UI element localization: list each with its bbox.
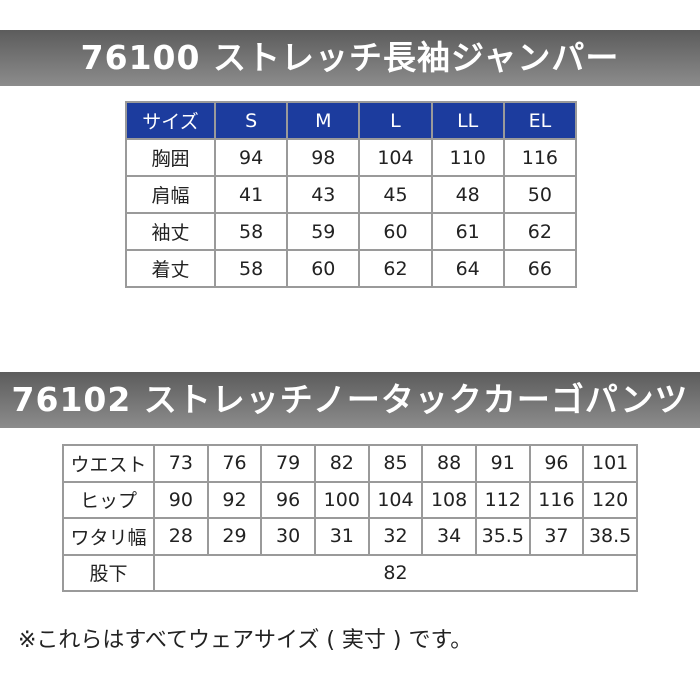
- cell: 76: [206, 444, 263, 483]
- cell: 96: [260, 480, 316, 519]
- cell: 82: [313, 444, 370, 483]
- section-title: 76100 ストレッチ長袖ジャンパー: [0, 30, 700, 86]
- cell: 108: [421, 480, 477, 519]
- cell: 120: [582, 480, 638, 519]
- header-cell: S: [213, 101, 289, 140]
- cell: 104: [358, 138, 433, 177]
- cell: 64: [430, 249, 505, 288]
- cell: 62: [358, 249, 433, 288]
- header-cell: EL: [502, 101, 578, 140]
- cell: 104: [367, 480, 424, 519]
- cell: 41: [213, 175, 289, 214]
- table-row: 肩幅 41 43 45 48 50: [125, 175, 578, 214]
- cell: 112: [474, 480, 531, 519]
- table-row: ヒップ 90 92 96 100 104 108 112 116 120: [62, 480, 638, 519]
- cell: 37: [528, 517, 585, 556]
- cell: 45: [358, 175, 433, 214]
- cell: 88: [421, 444, 477, 483]
- cell: 59: [286, 212, 361, 251]
- cell: 110: [430, 138, 505, 177]
- row-label: 袖丈: [125, 212, 216, 251]
- cell: 29: [206, 517, 263, 556]
- header-row: サイズ S M L LL EL: [125, 101, 578, 140]
- cell: 73: [153, 444, 209, 483]
- size-table: サイズ S M L LL EL 胸囲 94 98 104 110 116 肩幅 41 43 45 48 50 袖丈 5…: [125, 101, 578, 288]
- cell: 85: [367, 444, 424, 483]
- table-row: 股下 82: [62, 553, 638, 592]
- cell: 96: [528, 444, 585, 483]
- cell: 35.5: [474, 517, 531, 556]
- row-label: ウエスト: [62, 444, 155, 483]
- cell: 38.5: [582, 517, 638, 556]
- row-label: ワタリ幅: [62, 517, 155, 556]
- section-title: 76102 ストレッチノータックカーゴパンツ: [0, 372, 700, 428]
- cell: 66: [502, 249, 578, 288]
- size-table: ウエスト 73 76 79 82 85 88 91 96 101 ヒップ 90 92 96 100 104 10…: [62, 444, 638, 592]
- cell: 61: [430, 212, 505, 251]
- cell: 62: [502, 212, 578, 251]
- cell: 34: [421, 517, 477, 556]
- cell: 92: [206, 480, 263, 519]
- row-label: 胸囲: [125, 138, 216, 177]
- cell: 50: [502, 175, 578, 214]
- cell: 58: [213, 212, 289, 251]
- cell: 116: [502, 138, 578, 177]
- cell: 94: [213, 138, 289, 177]
- cell: 43: [286, 175, 361, 214]
- cell: 116: [528, 480, 585, 519]
- cell: 90: [153, 480, 209, 519]
- table-row: 胸囲 94 98 104 110 116: [125, 138, 578, 177]
- cell: 31: [313, 517, 370, 556]
- cell: 60: [358, 212, 433, 251]
- cell: 32: [367, 517, 424, 556]
- cell: 82: [153, 553, 638, 592]
- row-label: 着丈: [125, 249, 216, 288]
- header-cell: L: [358, 101, 433, 140]
- cell: 28: [153, 517, 209, 556]
- cell: 98: [286, 138, 361, 177]
- table-row: ワタリ幅 28 29 30 31 32 34 35.5 37 38.5: [62, 517, 638, 556]
- cell: 30: [260, 517, 316, 556]
- cell: 101: [582, 444, 638, 483]
- cell: 91: [474, 444, 531, 483]
- row-label: 肩幅: [125, 175, 216, 214]
- header-cell: サイズ: [125, 101, 216, 140]
- header-cell: M: [286, 101, 361, 140]
- cell: 60: [286, 249, 361, 288]
- table-row: 着丈 58 60 62 64 66: [125, 249, 578, 288]
- cell: 79: [260, 444, 316, 483]
- cell: 58: [213, 249, 289, 288]
- table-row: 袖丈 58 59 60 61 62: [125, 212, 578, 251]
- cell: 100: [313, 480, 370, 519]
- row-label: ヒップ: [62, 480, 155, 519]
- header-cell: LL: [430, 101, 505, 140]
- cell: 48: [430, 175, 505, 214]
- row-label: 股下: [62, 553, 155, 592]
- table-row: ウエスト 73 76 79 82 85 88 91 96 101: [62, 444, 638, 483]
- note: ※これらはすべてウェアサイズ ( 実寸 ) です。: [18, 628, 473, 653]
